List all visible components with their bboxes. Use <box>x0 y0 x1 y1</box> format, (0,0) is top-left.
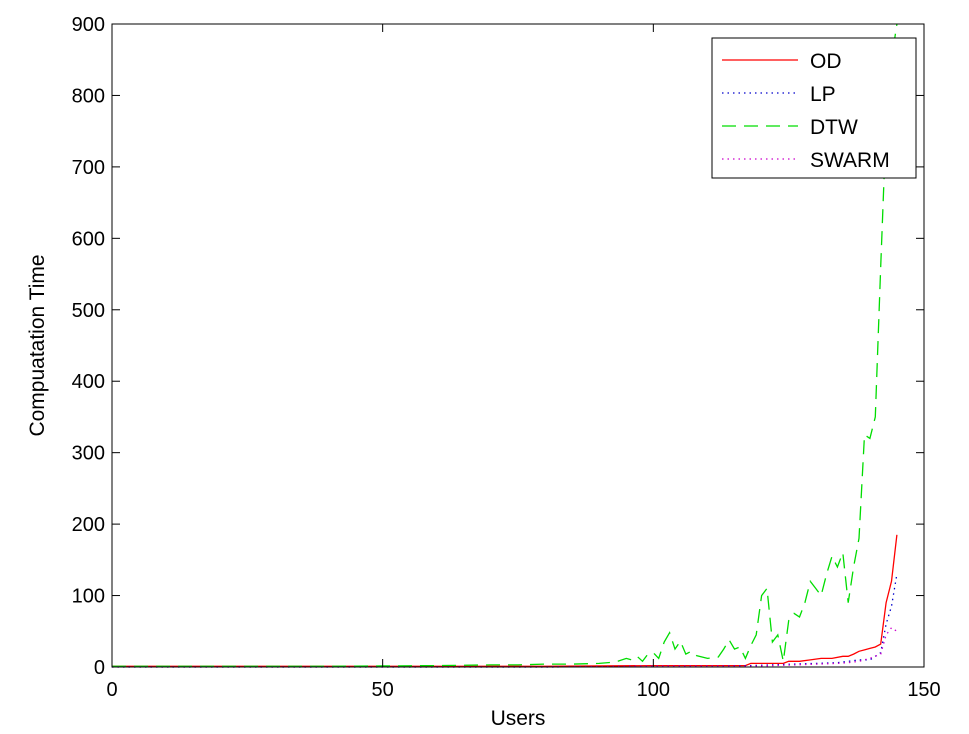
legend-label-od: OD <box>810 50 842 73</box>
x-tick-label: 150 <box>907 679 940 701</box>
y-tick-label: 600 <box>72 228 105 250</box>
y-tick-label: 700 <box>72 157 105 179</box>
y-tick-label: 400 <box>72 371 105 393</box>
y-tick-label: 0 <box>94 657 105 679</box>
legend: OD LP DTW SWARM <box>711 37 917 179</box>
legend-label-lp: LP <box>810 83 836 106</box>
x-tick-label: 50 <box>372 679 394 701</box>
y-tick-label: 300 <box>72 443 105 465</box>
legend-box <box>711 37 917 179</box>
series-line-od <box>112 534 898 667</box>
legend-label-swarm: SWARM <box>810 149 890 172</box>
axes-layer: 0 50 100 150 0 100 200 300 400 500 600 700 800 900 <box>72 14 941 701</box>
y-tick-label: 500 <box>72 300 105 322</box>
y-tick-label: 800 <box>72 85 105 107</box>
x-tick-label: 100 <box>637 679 670 701</box>
x-tick-label: 0 <box>106 679 117 701</box>
series-line-dtw <box>112 23 898 667</box>
y-axis-label: Compuatation Time <box>26 254 49 436</box>
axes-frame <box>111 23 925 668</box>
y-tick-label: 900 <box>72 14 105 36</box>
y-tick-label: 100 <box>72 586 105 608</box>
legend-label-dtw: DTW <box>810 116 858 139</box>
y-tick-label: 200 <box>72 514 105 536</box>
x-axis-label: Users <box>491 707 546 730</box>
